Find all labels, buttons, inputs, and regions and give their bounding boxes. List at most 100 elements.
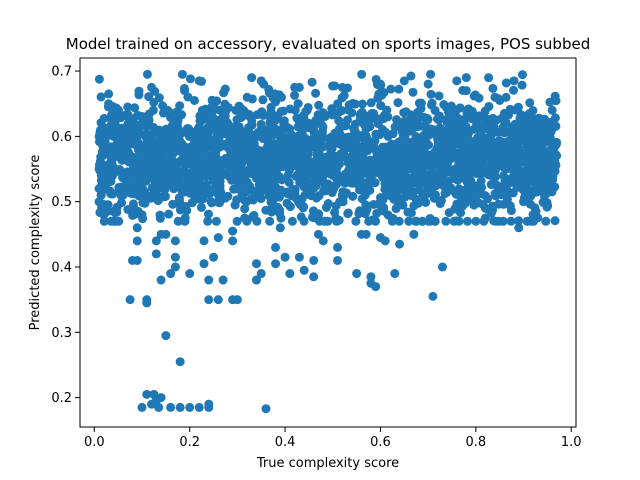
- scatter-point: [122, 178, 132, 188]
- scatter-point: [466, 193, 476, 203]
- scatter-point: [349, 124, 359, 134]
- scatter-point: [466, 114, 476, 124]
- scatter-point: [149, 175, 159, 185]
- scatter-point: [453, 203, 463, 213]
- scatter-point: [549, 143, 559, 153]
- y-tick-label: 0.3: [51, 326, 72, 341]
- scatter-point: [285, 104, 295, 114]
- scatter-point: [460, 168, 470, 178]
- scatter-point: [269, 202, 279, 212]
- scatter-point: [130, 137, 140, 147]
- scatter-point: [177, 110, 187, 120]
- scatter-point: [286, 160, 296, 170]
- scatter-point: [503, 110, 513, 120]
- scatter-point: [276, 160, 286, 170]
- scatter-point: [408, 156, 418, 166]
- scatter-point: [333, 136, 343, 146]
- scatter-point: [99, 216, 109, 226]
- scatter-point: [175, 402, 185, 412]
- scatter-point: [257, 123, 267, 133]
- scatter-point: [224, 166, 234, 176]
- scatter-point: [173, 216, 183, 226]
- scatter-point: [162, 107, 172, 117]
- scatter-point: [374, 114, 384, 124]
- scatter-point: [488, 83, 498, 93]
- scatter-point: [175, 101, 185, 111]
- scatter-point: [388, 129, 398, 139]
- scatter-point: [161, 229, 171, 239]
- scatter-point: [164, 209, 174, 219]
- scatter-point: [167, 121, 177, 131]
- scatter-point: [367, 176, 377, 186]
- scatter-point: [360, 112, 370, 122]
- scatter-point: [501, 183, 511, 193]
- scatter-point: [138, 112, 148, 122]
- scatter-point: [259, 130, 269, 140]
- scatter-point: [123, 147, 133, 157]
- scatter-point: [237, 129, 247, 139]
- scatter-point: [130, 103, 140, 113]
- scatter-point: [320, 111, 330, 121]
- scatter-point: [293, 134, 303, 144]
- scatter-point: [435, 123, 445, 133]
- scatter-point: [183, 124, 193, 134]
- y-tick-label: 0.6: [51, 130, 72, 145]
- scatter-point: [234, 179, 244, 189]
- scatter-point: [188, 161, 198, 171]
- scatter-point: [196, 116, 206, 126]
- scatter-point: [318, 141, 328, 151]
- scatter-point: [483, 133, 493, 143]
- scatter-point: [318, 236, 328, 246]
- scatter-point: [132, 236, 142, 246]
- scatter-point: [134, 144, 144, 154]
- scatter-point: [239, 171, 249, 181]
- scatter-point: [338, 197, 348, 207]
- scatter-point: [402, 182, 412, 192]
- scatter-point: [182, 205, 192, 215]
- scatter-point: [94, 131, 104, 141]
- scatter-point: [220, 111, 230, 121]
- scatter-point: [337, 82, 347, 92]
- scatter-point: [485, 143, 495, 153]
- scatter-point: [473, 133, 483, 143]
- scatter-point: [472, 121, 482, 131]
- scatter-point: [142, 389, 152, 399]
- scatter-point: [509, 76, 519, 86]
- scatter-point: [130, 209, 140, 219]
- scatter-point: [436, 195, 446, 205]
- scatter-point: [489, 216, 499, 226]
- scatter-point: [104, 89, 114, 99]
- scatter-point: [317, 120, 327, 130]
- x-tick-label: 0.0: [84, 435, 105, 450]
- scatter-point: [380, 179, 390, 189]
- scatter-point: [464, 127, 474, 137]
- scatter-point: [303, 146, 313, 156]
- scatter-point: [388, 158, 398, 168]
- scatter-point: [204, 275, 214, 285]
- scatter-point: [371, 282, 381, 292]
- scatter-point: [461, 73, 471, 83]
- scatter-point: [513, 162, 523, 172]
- scatter-point: [414, 164, 424, 174]
- scatter-point: [356, 146, 366, 156]
- scatter-point: [538, 118, 548, 128]
- scatter-point: [266, 102, 276, 112]
- scatter-point: [112, 130, 122, 140]
- scatter-point: [311, 177, 321, 187]
- scatter-point: [343, 208, 353, 218]
- scatter-point: [125, 121, 135, 131]
- scatter-point: [132, 255, 142, 265]
- scatter-point: [228, 226, 238, 236]
- scatter-point: [287, 216, 297, 226]
- scatter-point: [334, 116, 344, 126]
- scatter-point: [545, 97, 555, 107]
- scatter-point: [247, 73, 257, 83]
- scatter-point: [409, 229, 419, 239]
- scatter-point: [376, 101, 386, 111]
- scatter-point: [534, 185, 544, 195]
- scatter-point: [187, 182, 197, 192]
- scatter-point: [236, 143, 246, 153]
- scatter-point: [369, 108, 379, 118]
- scatter-point: [396, 144, 406, 154]
